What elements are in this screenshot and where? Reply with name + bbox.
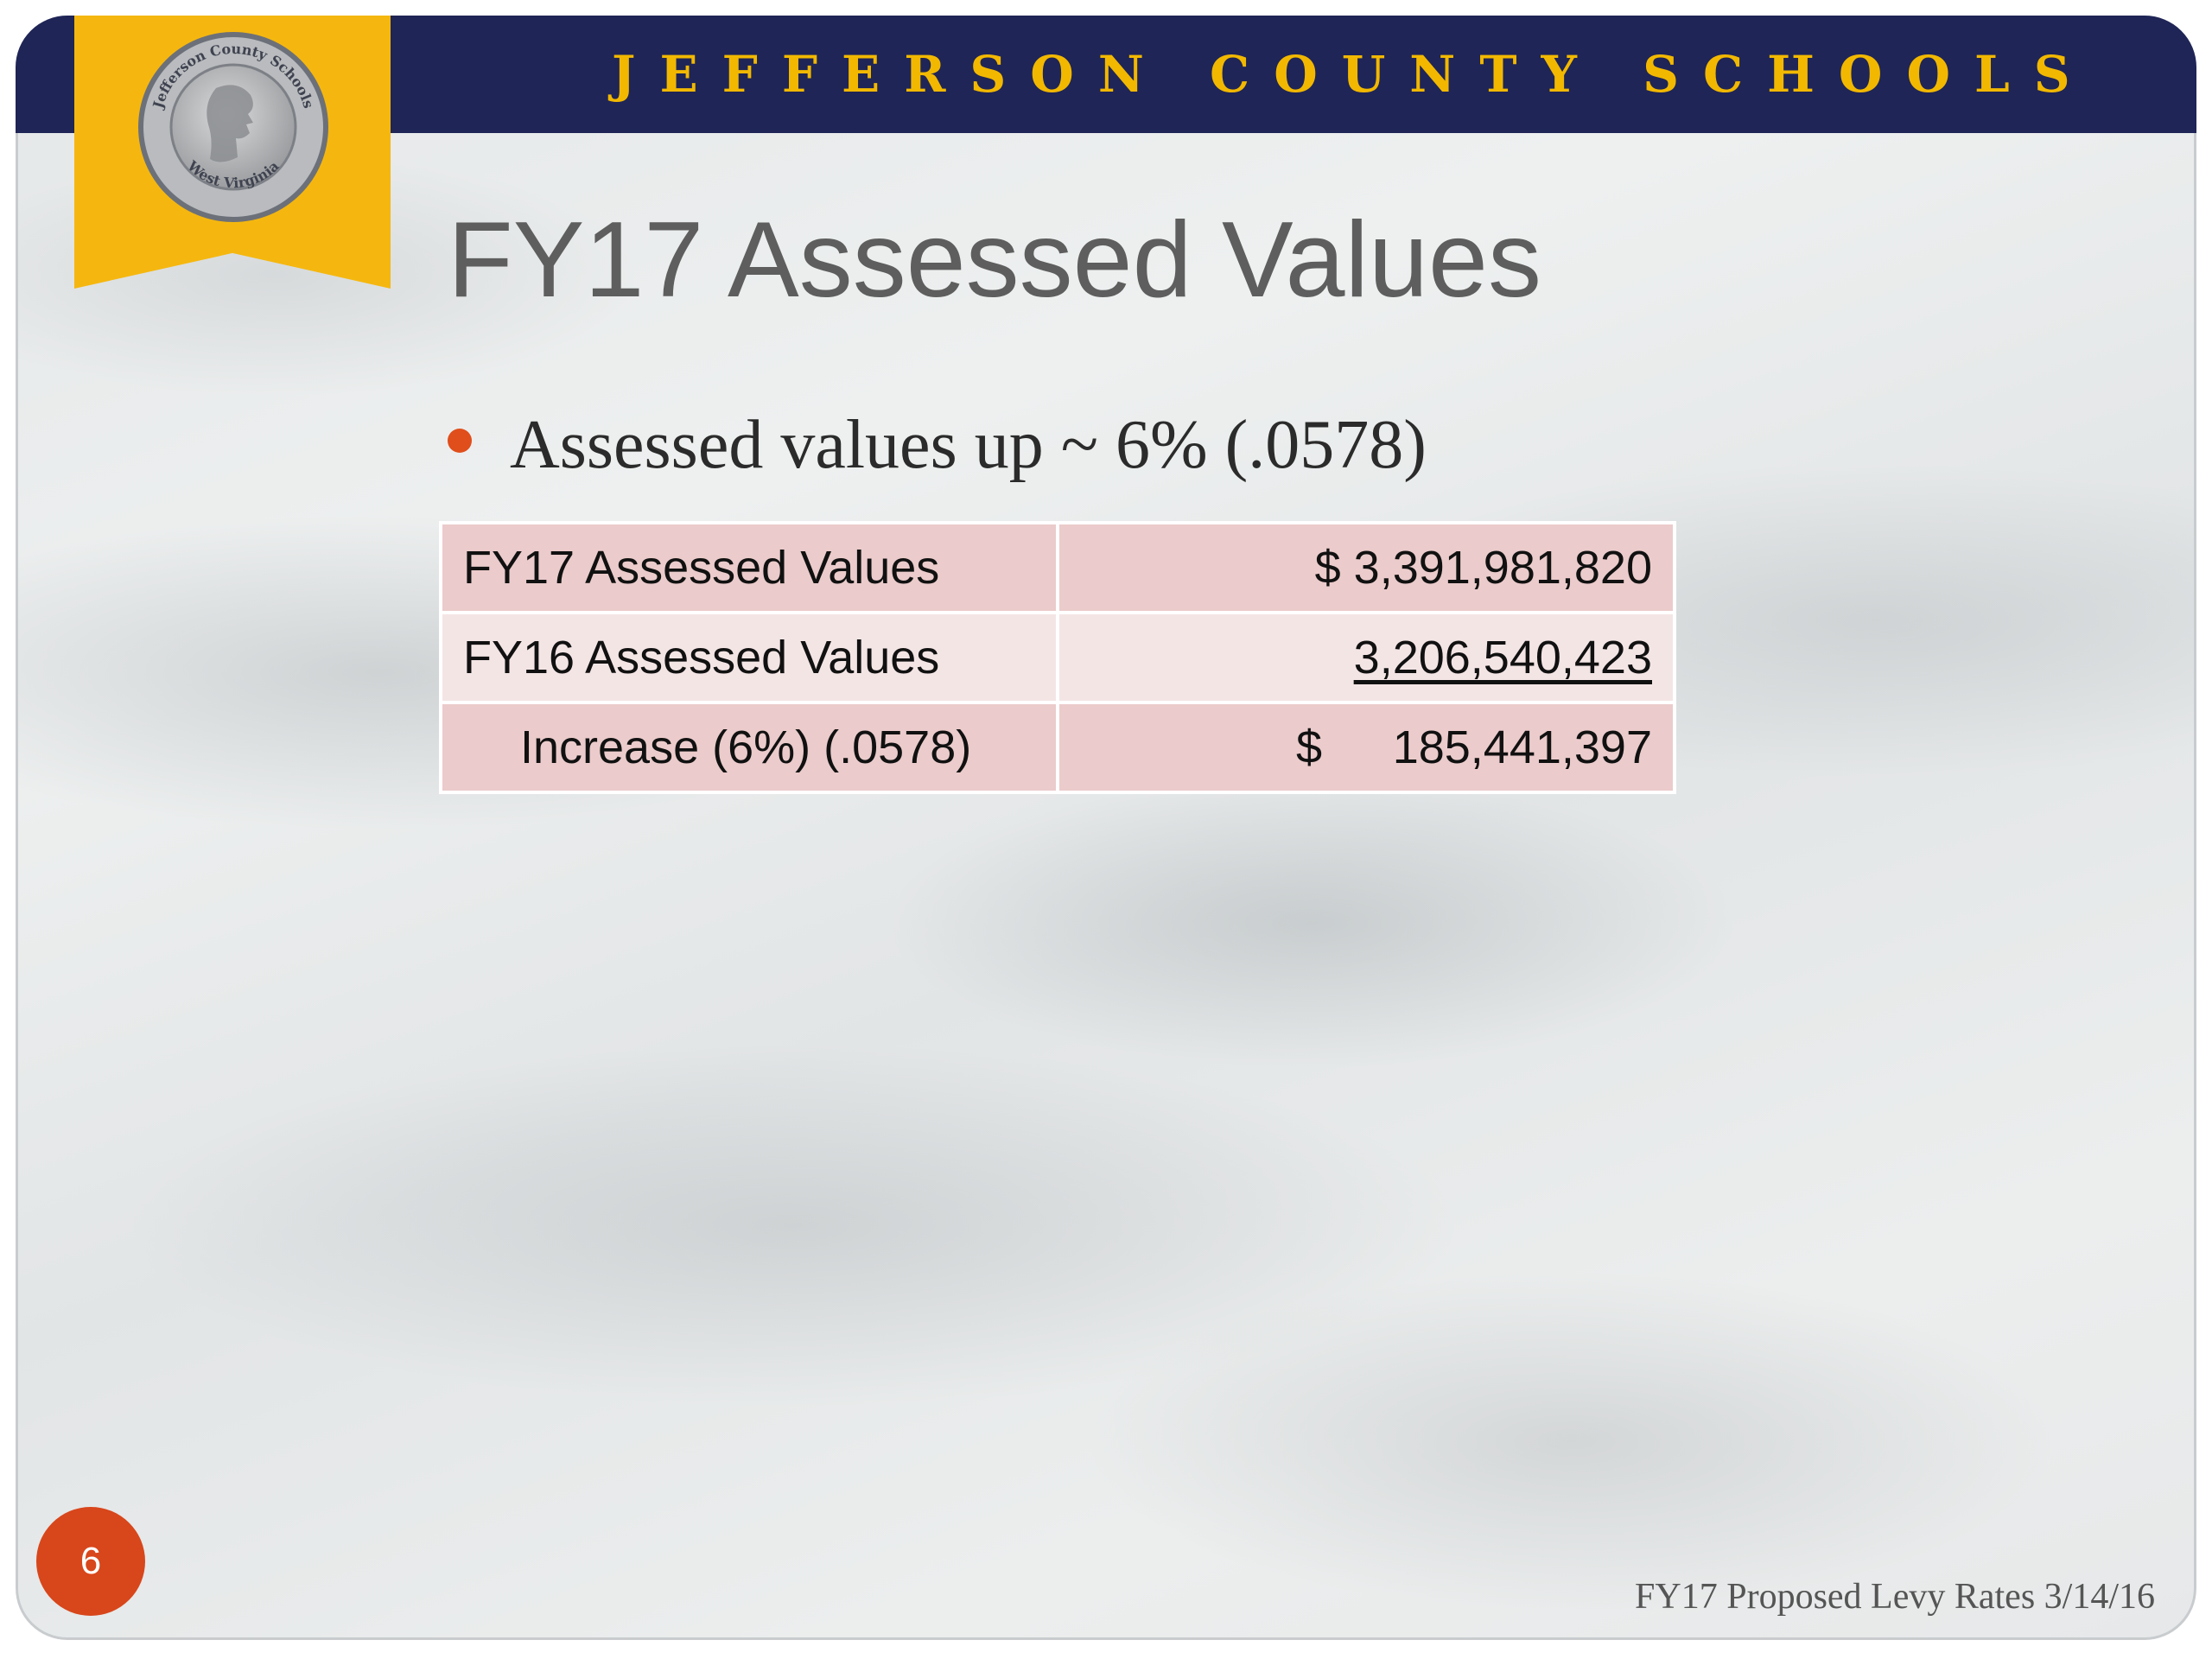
row-label: FY16 Assessed Values: [439, 611, 1059, 704]
table-row: FY16 Assessed Values 3,206,540,423: [439, 611, 1676, 704]
amount-value: 3,391,981,820: [1353, 542, 1652, 594]
row-label: FY17 Assessed Values: [439, 521, 1059, 614]
table-row: FY17 Assessed Values $ 3,391,981,820: [439, 521, 1676, 614]
bullet-dot-icon: [448, 429, 472, 453]
assessed-values-table: FY17 Assessed Values $ 3,391,981,820 FY1…: [439, 521, 1676, 794]
bullet-text: Assessed values up ~ 6% (.0578): [510, 407, 1427, 483]
row-label: Increase (6%) (.0578): [439, 701, 1059, 794]
row-amount: 3,206,540,423: [1056, 611, 1676, 704]
organization-title: JEFFERSON COUNTY SCHOOLS: [612, 45, 2094, 104]
slide: JEFFERSON COUNTY SCHOOLS Jefferson Count…: [16, 16, 2196, 1640]
currency-symbol: $: [1314, 542, 1341, 594]
page-number-badge: 6: [36, 1507, 145, 1616]
slide-title: FY17 Assessed Values: [448, 200, 1541, 320]
currency-symbol: $: [1296, 721, 1323, 773]
row-amount: $ 3,391,981,820: [1056, 521, 1676, 614]
row-amount: $ 185,441,397: [1056, 701, 1676, 794]
amount-value: 3,206,540,423: [1353, 632, 1652, 683]
school-seal-logo: Jefferson County Schools West Virginia: [138, 32, 328, 222]
amount-value: 185,441,397: [1392, 721, 1652, 773]
table-row: Increase (6%) (.0578) $ 185,441,397: [439, 701, 1676, 794]
footer-text: FY17 Proposed Levy Rates 3/14/16: [1635, 1577, 2155, 1617]
